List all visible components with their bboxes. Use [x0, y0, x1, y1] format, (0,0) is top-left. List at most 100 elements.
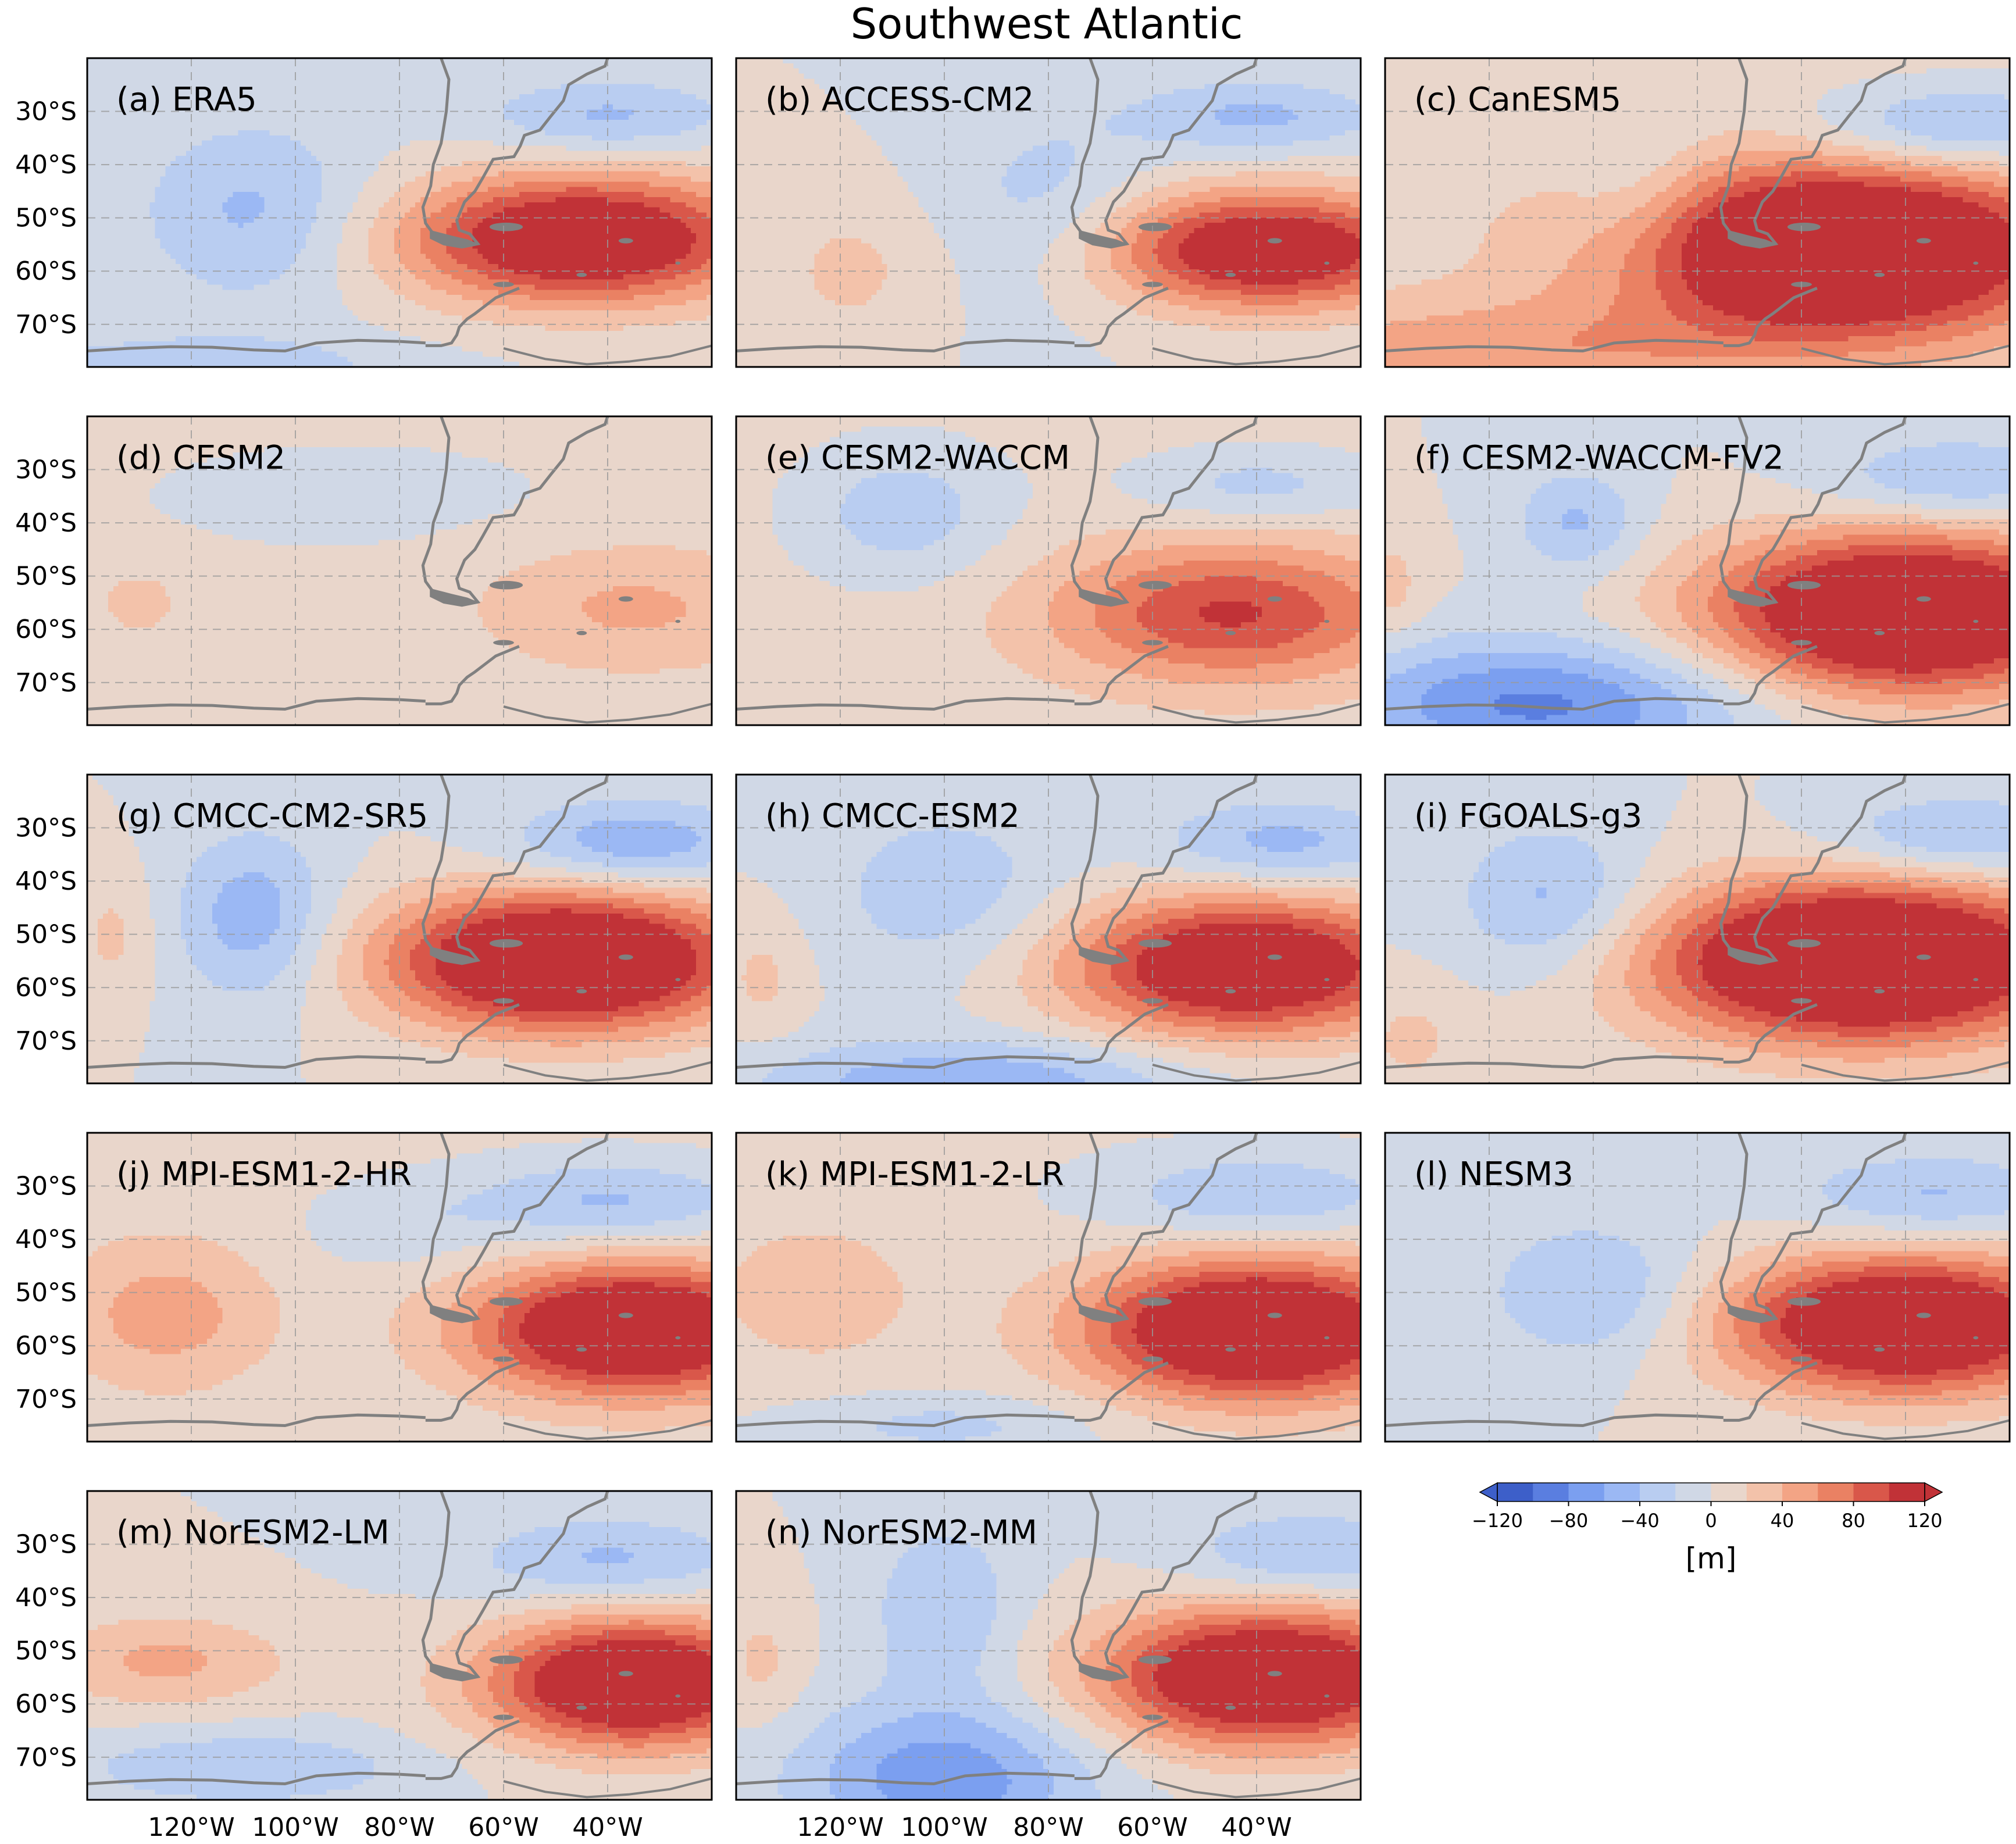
- contour-cell: [363, 166, 369, 172]
- contour-cell: [191, 177, 197, 182]
- contour-cell: [144, 177, 150, 182]
- contour-cell: [233, 161, 239, 166]
- contour-cell: [191, 166, 197, 172]
- contour-cell: [389, 197, 395, 202]
- contour-cell: [608, 197, 613, 202]
- contour-cell: [274, 125, 280, 130]
- contour-cell: [581, 94, 587, 99]
- contour-cell: [670, 192, 676, 197]
- contour-cell: [98, 94, 104, 99]
- contour-cell: [254, 177, 259, 182]
- contour-cell: [571, 228, 577, 233]
- contour-cell: [160, 125, 166, 130]
- contour-cell: [576, 254, 582, 259]
- contour-cell: [493, 244, 499, 249]
- contour-cell: [613, 99, 619, 105]
- contour-cell: [103, 120, 109, 125]
- contour-cell: [613, 125, 619, 130]
- contour-cell: [280, 197, 286, 202]
- contour-cell: [686, 172, 691, 177]
- contour-cell: [316, 115, 322, 120]
- contour-cell: [488, 248, 494, 254]
- contour-cell: [587, 89, 593, 94]
- contour-cell: [566, 63, 572, 69]
- contour-cell: [259, 130, 265, 135]
- contour-cell: [379, 79, 384, 84]
- contour-cell: [524, 238, 530, 244]
- contour-cell: [675, 84, 681, 89]
- contour-cell: [701, 110, 707, 115]
- contour-cell: [597, 228, 603, 233]
- contour-cell: [244, 192, 249, 197]
- contour-cell: [696, 217, 702, 223]
- contour-cell: [348, 94, 354, 99]
- contour-cell: [545, 151, 551, 156]
- contour-cell: [223, 156, 229, 161]
- contour-cell: [92, 228, 98, 233]
- contour-cell: [202, 197, 208, 202]
- contour-cell: [665, 192, 670, 197]
- contour-cell: [488, 187, 494, 192]
- contour-cell: [144, 202, 150, 208]
- contour-cell: [571, 120, 577, 125]
- contour-cell: [233, 213, 239, 218]
- contour-cell: [348, 89, 354, 94]
- contour-cell: [571, 151, 577, 156]
- contour-cell: [358, 166, 363, 172]
- contour-cell: [509, 99, 515, 105]
- contour-cell: [639, 120, 645, 125]
- contour-cell: [686, 208, 691, 213]
- contour-cell: [535, 120, 541, 125]
- contour-cell: [248, 228, 254, 233]
- contour-cell: [581, 233, 587, 238]
- contour-cell: [212, 202, 218, 208]
- contour-cell: [441, 151, 447, 156]
- contour-cell: [420, 110, 426, 115]
- contour-cell: [618, 208, 624, 213]
- contour-cell: [368, 202, 374, 208]
- contour-cell: [332, 63, 338, 69]
- contour-cell: [405, 120, 411, 125]
- contour-cell: [373, 217, 379, 223]
- contour-cell: [467, 181, 473, 187]
- contour-cell: [618, 94, 624, 99]
- contour-cell: [680, 197, 686, 202]
- contour-cell: [311, 233, 317, 238]
- contour-cell: [98, 89, 104, 94]
- contour-cell: [223, 187, 229, 192]
- contour-cell: [618, 99, 624, 105]
- contour-cell: [264, 120, 270, 125]
- contour-cell: [129, 135, 135, 141]
- contour-cell: [181, 269, 187, 274]
- contour-cell: [639, 115, 645, 120]
- contour-cell: [348, 264, 354, 269]
- contour-cell: [477, 120, 483, 125]
- contour-cell: [129, 151, 135, 156]
- contour-cell: [207, 259, 213, 264]
- contour-cell: [176, 161, 181, 166]
- contour-cell: [92, 69, 98, 74]
- contour-cell: [613, 89, 619, 94]
- contour-cell: [248, 156, 254, 161]
- contour-cell: [149, 166, 155, 172]
- contour-cell: [98, 120, 104, 125]
- contour-cell: [379, 89, 384, 94]
- contour-cell: [269, 156, 275, 161]
- contour-cell: [597, 74, 603, 79]
- contour-cell: [608, 120, 613, 125]
- contour-cell: [149, 151, 155, 156]
- contour-cell: [332, 217, 338, 223]
- contour-cell: [352, 120, 358, 125]
- contour-cell: [207, 177, 213, 182]
- contour-cell: [327, 125, 333, 130]
- contour-cell: [217, 238, 223, 244]
- contour-cell: [509, 217, 515, 223]
- contour-cell: [191, 141, 197, 146]
- contour-cell: [655, 238, 661, 244]
- contour-cell: [665, 264, 670, 269]
- contour-cell: [452, 69, 458, 74]
- contour-cell: [306, 156, 312, 161]
- contour-cell: [701, 69, 707, 74]
- contour-cell: [223, 74, 229, 79]
- contour-cell: [483, 84, 488, 89]
